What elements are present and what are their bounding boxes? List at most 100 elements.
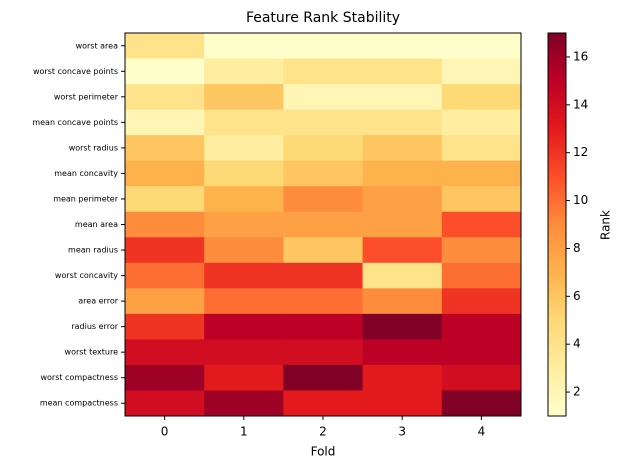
heatmap-cell xyxy=(204,237,284,264)
y-tick-label: mean compactness xyxy=(40,399,118,408)
heatmap-cell xyxy=(362,135,443,162)
heatmap-cell xyxy=(441,160,522,187)
heatmap-cell xyxy=(204,288,284,315)
heatmap-cell xyxy=(283,160,364,187)
heatmap-cell xyxy=(204,186,284,213)
x-tick-label: 4 xyxy=(478,425,486,439)
heatmap-cell xyxy=(125,288,205,315)
heatmap-cell xyxy=(283,390,364,417)
heatmap-cell xyxy=(362,84,443,111)
heatmap-cell xyxy=(204,135,284,162)
heatmap-cell xyxy=(441,313,522,340)
heatmap-cell xyxy=(283,364,364,391)
heatmap-cell xyxy=(283,211,364,238)
colorbar-tick-label: 6 xyxy=(573,289,581,303)
y-tick-label: worst concave points xyxy=(33,67,118,76)
heatmap-cell xyxy=(441,288,522,315)
colorbar xyxy=(547,32,567,417)
heatmap-cell xyxy=(441,84,522,111)
heatmap-cell xyxy=(362,58,443,85)
heatmap-cell xyxy=(441,186,522,213)
heatmap-cell xyxy=(204,364,284,391)
heatmap-cell xyxy=(362,313,443,340)
heatmap-cell xyxy=(362,109,443,136)
heatmap-cell xyxy=(441,390,522,417)
y-tick-label: radius error xyxy=(71,322,118,331)
heatmap-cell xyxy=(441,211,522,238)
heatmap-cell xyxy=(362,339,443,366)
heatmap-cell xyxy=(204,211,284,238)
heatmap-cell xyxy=(362,237,443,264)
heatmap-cell xyxy=(441,58,522,85)
colorbar-tick-label: 8 xyxy=(573,241,581,255)
heatmap-cell xyxy=(362,160,443,187)
colorbar-label: Rank xyxy=(599,210,613,240)
y-tick-label: mean concavity xyxy=(54,169,118,178)
x-tick-label: 1 xyxy=(240,425,248,439)
y-tick-label: worst area xyxy=(76,41,119,50)
heatmap-cell xyxy=(441,364,522,391)
y-tick-label: mean concave points xyxy=(32,118,118,127)
heatmap-cell xyxy=(125,135,205,162)
heatmap-cell xyxy=(125,313,205,340)
heatmap-cell xyxy=(125,186,205,213)
heatmap-cell xyxy=(204,262,284,289)
heatmap-cell xyxy=(125,211,205,238)
heatmap-cell xyxy=(283,288,364,315)
heatmap-cell xyxy=(441,237,522,264)
colorbar-tick-label: 2 xyxy=(573,385,581,399)
heatmap-cell xyxy=(204,109,284,136)
heatmap-cell xyxy=(362,262,443,289)
chart-title: Feature Rank Stability xyxy=(246,10,400,26)
heatmap-cell xyxy=(441,33,522,60)
x-tick-label: 0 xyxy=(161,425,169,439)
heatmap-cell xyxy=(283,313,364,340)
heatmap-cell xyxy=(125,84,205,111)
heatmap-cell xyxy=(441,109,522,136)
x-axis-label: Fold xyxy=(311,445,336,459)
heatmap-cell xyxy=(204,160,284,187)
heatmap-cell xyxy=(125,33,205,60)
heatmap-cell xyxy=(125,160,205,187)
heatmap-cell xyxy=(125,237,205,264)
heatmap-cell xyxy=(283,33,364,60)
heatmap-cell xyxy=(204,58,284,85)
y-tick-label: worst concavity xyxy=(55,271,118,280)
heatmap-cell xyxy=(362,288,443,315)
y-tick-label: worst perimeter xyxy=(54,92,119,101)
y-tick-label: worst texture xyxy=(65,348,119,357)
heatmap-cell xyxy=(125,364,205,391)
heatmap-cell xyxy=(362,211,443,238)
heatmap-cell xyxy=(204,313,284,340)
heatmap-cell xyxy=(204,390,284,417)
heatmap-cell xyxy=(283,109,364,136)
y-tick-label: mean radius xyxy=(68,246,118,255)
colorbar-tick-label: 10 xyxy=(573,193,588,207)
colorbar-tick-label: 12 xyxy=(573,145,588,159)
heatmap-cell xyxy=(204,339,284,366)
heatmap-cell xyxy=(204,84,284,111)
heatmap-cell xyxy=(441,262,522,289)
heatmap-cell xyxy=(362,390,443,417)
heatmap-cell xyxy=(283,135,364,162)
heatmap-cell xyxy=(283,262,364,289)
heatmap-cell xyxy=(362,364,443,391)
y-tick-label: mean perimeter xyxy=(53,194,119,203)
y-tick-label: worst radius xyxy=(69,143,118,152)
heatmap-cell xyxy=(441,135,522,162)
colorbar-tick-label: 4 xyxy=(573,337,581,351)
heatmap-cell xyxy=(283,339,364,366)
heatmap-cell xyxy=(362,186,443,213)
heatmap-cell xyxy=(125,339,205,366)
colorbar-tick-label: 16 xyxy=(573,49,588,63)
y-tick-label: mean area xyxy=(75,220,118,229)
y-tick-label: worst compactness xyxy=(40,373,118,382)
heatmap-cell xyxy=(125,390,205,417)
y-tick-label: area error xyxy=(78,297,118,306)
heatmap-cell xyxy=(283,84,364,111)
x-tick-label: 3 xyxy=(398,425,406,439)
heatmap-cell xyxy=(283,58,364,85)
heatmap-cell xyxy=(204,33,284,60)
